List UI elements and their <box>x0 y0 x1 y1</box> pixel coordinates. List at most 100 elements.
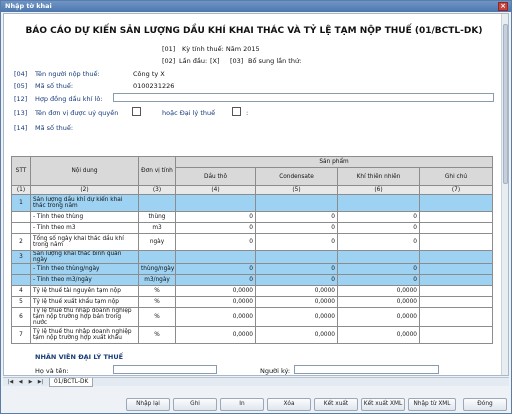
row-ghi-chu[interactable] <box>419 211 493 223</box>
don-vi-code: [13] <box>14 109 28 117</box>
ket-xuat-xml-button[interactable]: Kết xuất XML <box>361 398 405 411</box>
vertical-scrollbar[interactable] <box>501 14 508 375</box>
row-khi[interactable]: 0,0000 <box>337 296 420 308</box>
ghi-button[interactable]: Ghi <box>173 398 217 411</box>
table-row: 2 Tổng số ngày khai thác dầu khí trong nă… <box>11 233 493 251</box>
table-body: 1 Sản lượng dầu khí dự kiến khai thác tro… <box>11 194 493 344</box>
row-unit: thùng <box>138 211 176 223</box>
ma-so-code: [05] <box>14 82 28 90</box>
row-dau-tho[interactable] <box>175 194 256 212</box>
row-ghi-chu[interactable] <box>419 263 493 275</box>
row-condensate[interactable] <box>255 250 338 264</box>
row-condensate[interactable]: 0 <box>255 233 338 251</box>
row-dau-tho[interactable]: 0 <box>175 211 256 223</box>
row-ghi-chu[interactable] <box>419 307 493 327</box>
don-vi-checkbox[interactable] <box>132 107 141 116</box>
prev-sheet-icon[interactable]: ◀ <box>18 379 23 385</box>
last-sheet-icon[interactable]: ▶| <box>37 379 44 385</box>
row-content: Tỷ lệ thuế thu nhập doanh nghiệp tạm nộp… <box>30 326 139 344</box>
row-condensate[interactable]: 0,0000 <box>255 326 338 344</box>
row-khi[interactable]: 0,0000 <box>337 307 420 327</box>
row-condensate[interactable] <box>255 194 338 212</box>
hop-dong-input[interactable] <box>113 93 494 102</box>
row-condensate[interactable]: 0 <box>255 222 338 234</box>
row-stt: 3 <box>11 250 31 264</box>
row-condensate[interactable]: 0 <box>255 263 338 275</box>
row-khi[interactable]: 0 <box>337 233 420 251</box>
row-unit: % <box>138 326 176 344</box>
row-unit: % <box>138 285 176 297</box>
row-condensate[interactable]: 0,0000 <box>255 307 338 327</box>
table-row: - Tính theo thùng/ngày thùng/ngày 0 0 0 <box>11 263 493 275</box>
close-icon[interactable]: × <box>498 2 508 11</box>
row-dau-tho[interactable]: 0,0000 <box>175 307 256 327</box>
row-ghi-chu[interactable] <box>419 274 493 286</box>
nguoi-nop-label: Tên người nộp thuế: <box>35 70 100 78</box>
row-dau-tho[interactable]: 0,0000 <box>175 296 256 308</box>
index-cell: (4) <box>175 185 256 195</box>
dong-button[interactable]: Đóng <box>463 398 507 411</box>
signer-input[interactable] <box>294 365 439 374</box>
nguoi-nop-value: Công ty X <box>133 70 165 78</box>
row-dau-tho[interactable]: 0,0000 <box>175 326 256 344</box>
row-khi[interactable]: 0 <box>337 263 420 275</box>
row-dau-tho[interactable]: 0 <box>175 222 256 234</box>
nhap-lai-button[interactable]: Nhập lại <box>126 398 170 411</box>
sheet-tab-01-bctl-dk[interactable]: 01/BCTL-DK <box>49 378 94 387</box>
row-ghi-chu[interactable] <box>419 285 493 297</box>
row-khi[interactable]: 0 <box>337 274 420 286</box>
xoa-button[interactable]: Xóa <box>267 398 311 411</box>
lan-dau-value[interactable]: [X] <box>210 57 220 65</box>
signer-label: Người ký: <box>260 367 291 375</box>
row-dau-tho[interactable]: 0,0000 <box>175 285 256 297</box>
ket-xuat-button[interactable]: Kết xuất <box>314 398 358 411</box>
scroll-thumb[interactable] <box>503 24 508 184</box>
index-cell: (1) <box>11 185 31 195</box>
form-document: BÁO CÁO DỰ KIẾN SẢN LƯỢNG DẦU KHÍ KHAI T… <box>3 13 509 376</box>
row-dau-tho[interactable] <box>175 250 256 264</box>
row-ghi-chu[interactable] <box>419 296 493 308</box>
row-condensate[interactable]: 0,0000 <box>255 285 338 297</box>
row-khi[interactable] <box>337 250 420 264</box>
table-row: 6 Tỷ lệ thuế thu nhập doanh nghiệp tạm nộ… <box>11 307 493 327</box>
row-ghi-chu[interactable] <box>419 194 493 212</box>
row-khi[interactable]: 0,0000 <box>337 285 420 297</box>
row-content: - Tính theo thùng <box>30 211 139 223</box>
row-dau-tho[interactable]: 0 <box>175 263 256 275</box>
row-unit: % <box>138 307 176 327</box>
row-dau-tho[interactable]: 0 <box>175 233 256 251</box>
don-vi-label: Tên đơn vị được uỷ quyền <box>35 109 119 117</box>
header-dau-tho: Dầu thô <box>175 167 256 186</box>
row-ghi-chu[interactable] <box>419 222 493 234</box>
table-row: 4 Tỷ lệ thuế tài nguyên tạm nộp% 0,0000 0,0… <box>11 285 493 297</box>
row-condensate[interactable]: 0,0000 <box>255 296 338 308</box>
table-row: 1 Sản lượng dầu khí dự kiến khai thác tro… <box>11 194 493 212</box>
first-sheet-icon[interactable]: |◀ <box>7 379 14 385</box>
row-dau-tho[interactable]: 0 <box>175 274 256 286</box>
row-ghi-chu[interactable] <box>419 326 493 344</box>
nguoi-nop-code: [04] <box>14 70 28 78</box>
row-unit: thùng/ngày <box>138 263 176 275</box>
row-condensate[interactable]: 0 <box>255 211 338 223</box>
row-content: Sản lượng dầu khí dự kiến khai thác tron… <box>30 194 139 212</box>
row-ghi-chu[interactable] <box>419 250 493 264</box>
row-khi[interactable]: 0,0000 <box>337 326 420 344</box>
agent-name-input[interactable] <box>113 365 217 374</box>
table-row: 7 Tỷ lệ thuế thu nhập doanh nghiệp tạm nộ… <box>11 326 493 344</box>
header-khi: Khí thiên nhiên <box>337 167 420 186</box>
row-stt: 1 <box>11 194 31 212</box>
row-ghi-chu[interactable] <box>419 233 493 251</box>
row-stt <box>11 263 31 275</box>
nhap-tu-xml-button[interactable]: Nhập từ XML <box>408 398 456 411</box>
row-khi[interactable]: 0 <box>337 211 420 223</box>
row-content: Sản lượng khai thác bình quân ngày <box>30 250 139 264</box>
row-condensate[interactable]: 0 <box>255 274 338 286</box>
dai-ly-checkbox[interactable] <box>232 107 241 116</box>
row-khi[interactable]: 0 <box>337 222 420 234</box>
in-button[interactable]: In <box>220 398 264 411</box>
agent-name-label: Họ và tên: <box>35 367 69 375</box>
row-khi[interactable] <box>337 194 420 212</box>
next-sheet-icon[interactable]: ▶ <box>28 379 33 385</box>
header-condensate: Condensate <box>255 167 338 186</box>
